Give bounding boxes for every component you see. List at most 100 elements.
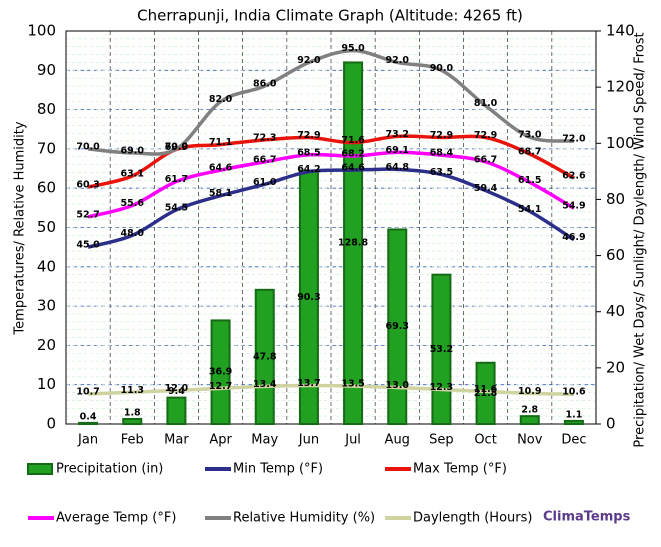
x-tick-label: Jul (344, 433, 361, 448)
data-label: 68.4 (430, 148, 454, 159)
y-tick-label: 10 (37, 375, 56, 393)
data-label: 54.9 (562, 201, 585, 212)
data-label: 64.6 (209, 163, 233, 174)
data-label: 63.1 (121, 169, 144, 180)
line (87, 150, 575, 219)
data-label: 64.2 (297, 164, 320, 175)
x-tick-label: Nov (517, 433, 543, 448)
y2-tick-label: 60 (606, 246, 625, 264)
y2-tick-label: 80 (606, 190, 625, 208)
data-label: 21.8 (474, 388, 498, 399)
data-label: 69.3 (386, 321, 409, 332)
data-label: 92.0 (386, 55, 410, 66)
data-label: 12.3 (430, 382, 453, 393)
data-label: 82.0 (209, 94, 233, 105)
x-tick-label: Mar (164, 433, 189, 448)
data-label: 13.4 (253, 379, 277, 390)
data-label: 52.7 (76, 209, 99, 220)
data-label: 128.8 (338, 238, 368, 249)
data-label: 68.2 (341, 148, 364, 159)
data-label: 10.6 (562, 387, 586, 398)
data-label: 46.9 (562, 232, 585, 243)
data-label: 45.0 (76, 240, 100, 251)
data-label: 81.0 (474, 98, 498, 109)
data-label: 58.1 (209, 188, 232, 199)
data-label: 12.0 (165, 383, 189, 394)
y-tick-label: 60 (37, 179, 56, 197)
x-tick-label: May (251, 433, 278, 448)
y-tick-label: 0 (46, 415, 56, 433)
data-label: 90.0 (430, 63, 454, 74)
x-tick-label: Jun (298, 433, 319, 448)
data-label: 69.1 (386, 145, 409, 156)
x-tick-label: Feb (121, 433, 144, 448)
y-tick-label: 40 (37, 257, 56, 275)
data-label: 71.1 (209, 137, 232, 148)
y2-tick-label: 0 (606, 415, 616, 433)
data-label: 55.6 (121, 198, 145, 209)
line (87, 167, 575, 249)
chart-title: Cherrapunji, India Climate Graph (Altitu… (137, 7, 523, 25)
bar (519, 415, 540, 426)
bar (343, 61, 364, 425)
brand: ClimaTemps (543, 510, 631, 525)
y2-tick-label: 40 (606, 302, 625, 320)
legend-label: Max Temp (°F) (413, 462, 507, 477)
x-tick-label: Dec (561, 433, 586, 448)
data-label: 60.3 (76, 180, 99, 191)
data-label: 70.0 (165, 141, 189, 152)
data-label: 68.5 (297, 147, 320, 158)
data-label: 9.4 (168, 386, 185, 397)
data-label: 48.0 (121, 228, 145, 239)
data-label: 13.0 (386, 380, 410, 391)
data-label: 71.6 (341, 135, 365, 146)
data-label: 54.5 (165, 202, 188, 213)
data-label: 69.0 (121, 145, 145, 156)
bar (254, 288, 275, 425)
line (88, 383, 574, 396)
data-label: 72.3 (253, 132, 276, 143)
data-label: 1.8 (124, 407, 141, 418)
x-tick-label: Jan (77, 433, 98, 448)
data-label: 12.7 (209, 381, 232, 392)
data-label: 86.0 (253, 79, 277, 90)
y2-tick-label: 20 (606, 358, 625, 376)
y-tick-label: 50 (37, 218, 56, 236)
data-label: 0.4 (80, 411, 97, 422)
y2-tick-label: 140 (606, 22, 635, 40)
y-tick-label: 20 (37, 336, 56, 354)
data-label: 63.5 (430, 167, 453, 178)
data-label: 66.7 (474, 154, 497, 165)
data-label: 68.7 (518, 147, 541, 158)
data-label: 69.9 (165, 142, 188, 153)
y-tick-label: 90 (37, 61, 56, 79)
data-label: 13.5 (341, 379, 364, 390)
y-tick-label: 80 (37, 100, 56, 118)
bar (166, 396, 187, 425)
y-tick-label: 70 (37, 139, 56, 157)
legend-label: Min Temp (°F) (233, 462, 323, 477)
data-label: 36.9 (209, 367, 232, 378)
y2-tick-label: 100 (606, 134, 635, 152)
data-label: 95.0 (341, 43, 365, 54)
data-label: 59.4 (474, 183, 498, 194)
data-label: 1.1 (565, 409, 582, 420)
x-tick-label: Oct (474, 433, 496, 448)
y-tick-label: 100 (27, 22, 56, 40)
data-label: 90.3 (297, 292, 320, 303)
data-label: 54.1 (518, 204, 541, 215)
bar (431, 273, 452, 425)
y2-axis-label: Precipitation/ Wet Days/ Sunlight/ Dayle… (633, 32, 648, 447)
data-label: 61.7 (165, 174, 188, 185)
legend-label: Relative Humidity (%) (233, 511, 375, 526)
line (87, 48, 575, 156)
data-label: 70.0 (76, 141, 100, 152)
bar (563, 419, 584, 425)
legend-label: Daylength (Hours) (413, 511, 532, 526)
data-label: 61.0 (253, 177, 277, 188)
data-label: 10.7 (76, 386, 99, 397)
x-tick-label: Sep (429, 433, 454, 448)
data-label: 72.9 (474, 130, 497, 141)
legend-swatch (27, 463, 53, 475)
data-label: 2.8 (521, 405, 538, 416)
